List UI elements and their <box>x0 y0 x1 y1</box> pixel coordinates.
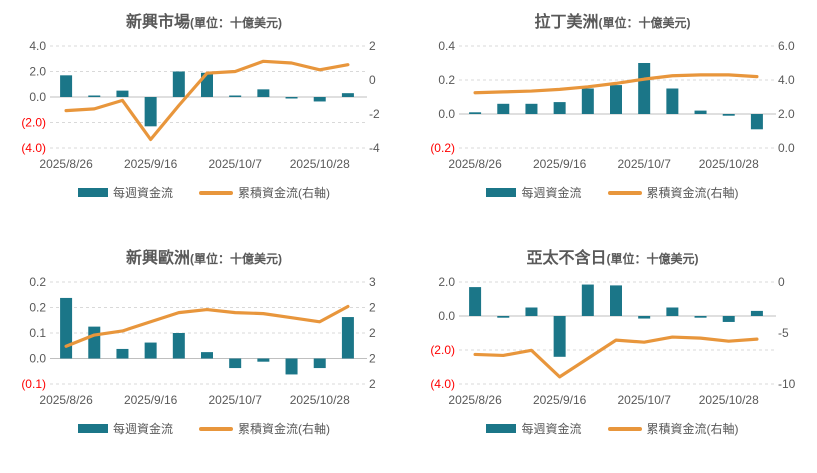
chart-plot-emerging-europe: 0.2 0.2 0.1 0.0 (0.1) 3 2 2 2 2 2025/8/26 2025/9/16… <box>21 275 376 407</box>
svg-text:2.0: 2.0 <box>778 107 795 121</box>
svg-text:(2.0): (2.0) <box>21 116 46 130</box>
line-series-swatch <box>199 190 233 195</box>
svg-text:2025/10/28: 2025/10/28 <box>698 393 758 407</box>
chart-legend: 每週資金流 累積資金流(右軸) <box>486 184 739 201</box>
chart-unit-label: (單位：十億美元) <box>598 16 691 30</box>
svg-text:2025/10/7: 2025/10/7 <box>208 157 262 171</box>
legend-weekly-flow-label: 每週資金流 <box>521 422 582 436</box>
legend-cumulative-flow-label: 累積資金流(右軸) <box>646 186 739 200</box>
svg-text:2025/10/7: 2025/10/7 <box>208 393 262 407</box>
chart-emerging-markets: 新興市場(單位：十億美元) 4.0 2.0 0.0 (2.0) (4.0) 2 0 -2 -4 2… <box>0 0 408 236</box>
legend-weekly-flow: 每週資金流 <box>77 184 173 201</box>
svg-text:-10: -10 <box>778 377 796 391</box>
svg-text:2: 2 <box>369 326 376 340</box>
legend-cumulative-flow-label: 累積資金流(右軸) <box>238 422 330 436</box>
chart-plot-apac-ex-japan: 2.0 0.0 (2.0) (4.0) 0 -5 -10 2025/8/26 2025/9/16… <box>430 275 796 407</box>
chart-title: 亞太不含日(單位：十億美元) <box>526 246 698 272</box>
chart-legend: 每週資金流 累積資金流(右軸) <box>77 184 330 201</box>
chart-latin-america: 拉丁美洲(單位：十億美元) 0.4 0.2 0.0 (0.2) 6.0 4.0 2.0 0.0… <box>408 0 817 236</box>
svg-text:2025/9/16: 2025/9/16 <box>124 157 178 171</box>
svg-text:-5: -5 <box>778 326 789 340</box>
svg-text:0.2: 0.2 <box>29 301 46 315</box>
svg-text:2: 2 <box>369 377 376 391</box>
bar-series-swatch <box>77 424 108 433</box>
chart-plot-emerging-markets: 4.0 2.0 0.0 (2.0) (4.0) 2 0 -2 -4 2025/8/26 2025/9… <box>21 39 380 171</box>
svg-text:(4.0): (4.0) <box>430 377 455 391</box>
legend-weekly-flow: 每週資金流 <box>77 420 173 437</box>
legend-cumulative-flow: 累積資金流(右軸) <box>199 420 330 437</box>
legend-cumulative-flow-label: 累積資金流(右軸) <box>646 422 739 436</box>
chart-apac-ex-japan: 亞太不含日(單位：十億美元) 2.0 0.0 (2.0) (4.0) 0 -5 -10 202… <box>408 236 817 473</box>
svg-text:-4: -4 <box>369 141 380 155</box>
svg-text:0: 0 <box>778 275 785 289</box>
svg-text:3: 3 <box>369 275 376 289</box>
chart-title-text: 拉丁美洲 <box>534 14 599 31</box>
svg-text:2025/8/26: 2025/8/26 <box>448 393 502 407</box>
svg-text:2025/10/7: 2025/10/7 <box>617 157 671 171</box>
chart-legend: 每週資金流 累積資金流(右軸) <box>486 420 739 437</box>
svg-text:2025/10/28: 2025/10/28 <box>698 157 758 171</box>
chart-unit-label: (單位：十億美元) <box>606 252 699 266</box>
chart-title: 新興市場(單位：十億美元) <box>126 10 282 36</box>
svg-text:(2.0): (2.0) <box>430 343 455 357</box>
legend-cumulative-flow: 累積資金流(右軸) <box>607 420 739 437</box>
svg-text:0: 0 <box>369 73 376 87</box>
chart-unit-label: (單位：十億美元) <box>190 16 282 30</box>
svg-text:4.0: 4.0 <box>778 73 795 87</box>
svg-text:0.0: 0.0 <box>438 309 455 323</box>
svg-text:0.4: 0.4 <box>438 39 455 53</box>
legend-cumulative-flow-label: 累積資金流(右軸) <box>238 186 330 200</box>
chart-legend: 每週資金流 累積資金流(右軸) <box>77 420 330 437</box>
svg-text:2.0: 2.0 <box>438 275 455 289</box>
svg-text:(4.0): (4.0) <box>21 141 46 155</box>
legend-weekly-flow-label: 每週資金流 <box>521 186 582 200</box>
chart-plot-latin-america: 0.4 0.2 0.0 (0.2) 6.0 4.0 2.0 0.0 2025/8/26 2025/… <box>430 39 795 171</box>
legend-weekly-flow: 每週資金流 <box>486 420 582 437</box>
chart-title: 拉丁美洲(單位：十億美元) <box>534 10 690 36</box>
svg-text:2025/8/26: 2025/8/26 <box>39 157 93 171</box>
svg-text:0.1: 0.1 <box>29 326 46 340</box>
legend-weekly-flow: 每週資金流 <box>486 184 582 201</box>
legend-weekly-flow-label: 每週資金流 <box>112 422 173 436</box>
chart-unit-label: (單位：十億美元) <box>190 252 282 266</box>
svg-text:2025/10/28: 2025/10/28 <box>290 157 350 171</box>
svg-text:2025/9/16: 2025/9/16 <box>532 393 586 407</box>
svg-text:2025/10/28: 2025/10/28 <box>290 393 350 407</box>
chart-title-text: 亞太不含日 <box>526 250 607 267</box>
svg-text:4.0: 4.0 <box>29 39 46 53</box>
svg-text:2025/8/26: 2025/8/26 <box>39 393 93 407</box>
svg-text:2025/9/16: 2025/9/16 <box>532 157 586 171</box>
svg-text:6.0: 6.0 <box>778 39 795 53</box>
bar-series-swatch <box>486 424 517 433</box>
legend-cumulative-flow: 累積資金流(右軸) <box>607 184 739 201</box>
legend-cumulative-flow: 累積資金流(右軸) <box>199 184 330 201</box>
svg-text:2025/10/7: 2025/10/7 <box>617 393 671 407</box>
svg-text:2: 2 <box>369 352 376 366</box>
bar-series-swatch <box>486 188 517 197</box>
bar-series-swatch <box>77 188 108 197</box>
chart-emerging-europe: 新興歐洲(單位：十億美元) 0.2 0.2 0.1 0.0 (0.1) 3 2 2 2 2 2025… <box>0 236 408 473</box>
svg-text:(0.2): (0.2) <box>430 141 455 155</box>
svg-text:0.0: 0.0 <box>29 90 46 104</box>
svg-text:2025/8/26: 2025/8/26 <box>448 157 502 171</box>
svg-text:0.0: 0.0 <box>438 107 455 121</box>
line-series-swatch <box>199 426 233 431</box>
chart-title-text: 新興歐洲 <box>125 250 190 267</box>
svg-text:2025/9/16: 2025/9/16 <box>124 393 178 407</box>
svg-text:2.0: 2.0 <box>29 65 46 79</box>
svg-text:0.2: 0.2 <box>438 73 455 87</box>
line-series-swatch <box>607 426 642 431</box>
svg-text:(0.1): (0.1) <box>21 377 46 391</box>
svg-text:2: 2 <box>369 301 376 315</box>
legend-weekly-flow-label: 每週資金流 <box>112 186 173 200</box>
line-series-swatch <box>607 190 642 195</box>
chart-title: 新興歐洲(單位：十億美元) <box>126 246 282 272</box>
svg-text:0.2: 0.2 <box>29 275 46 289</box>
svg-text:2: 2 <box>369 39 376 53</box>
svg-text:0.0: 0.0 <box>29 352 46 366</box>
chart-title-text: 新興市場 <box>125 14 190 31</box>
svg-text:0.0: 0.0 <box>778 141 795 155</box>
svg-text:-2: -2 <box>369 107 380 121</box>
